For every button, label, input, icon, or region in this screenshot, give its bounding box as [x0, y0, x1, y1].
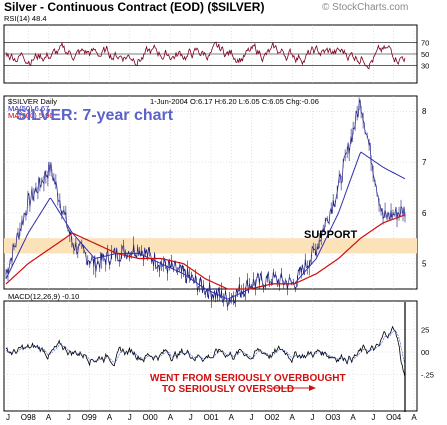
ma200-line [5, 214, 406, 290]
price-tick-label: 5 [422, 260, 427, 269]
x-tick-label: J [311, 413, 315, 422]
x-tick-label: O00 [143, 413, 159, 422]
macd-panel [3, 300, 418, 412]
price-gridlines [4, 96, 417, 289]
x-tick-label: O01 [203, 413, 219, 422]
price-tick-label: 6 [422, 209, 427, 218]
x-tick-label: O98 [21, 413, 37, 422]
support-label: SUPPORT [304, 229, 358, 241]
price-tick-labels: 8 7 6 5 [422, 107, 427, 268]
rsi-tick-label: 30 [421, 62, 429, 71]
rsi-tick-labels: 70 50 30 [421, 38, 429, 70]
x-tick-label: O03 [325, 413, 341, 422]
x-tick-label: J [128, 413, 132, 422]
ma200-label: MA(200) 5.96 [8, 111, 54, 120]
macd-tick-labels: 25 00 -.25 [421, 326, 434, 380]
rsi-line [5, 41, 406, 70]
quote-info: 1-Jun-2004 O:6.17 H:6.20 L:6.05 C:6.05 C… [150, 97, 319, 106]
macd-tick-label: -.25 [421, 371, 434, 380]
macd-tick-label: 25 [421, 326, 429, 335]
x-tick-label: O99 [82, 413, 98, 422]
x-tick-label: O02 [264, 413, 280, 422]
symbol-label: $SILVER Daily [8, 97, 58, 106]
annotation-line-2: TO SERIOUSLY OVERSOLD [162, 384, 295, 395]
annotation-line-1: WENT FROM SERIOUSLY OVERBOUGHT [150, 373, 346, 384]
x-tick-label: O04 [386, 413, 402, 422]
x-tick-label: J [189, 413, 193, 422]
x-tick-label: A [290, 413, 296, 422]
copyright-text: © StockCharts.com [322, 2, 409, 13]
price-tick-label: 7 [422, 158, 427, 167]
x-tick-label: J [6, 413, 10, 422]
x-axis-labels: J O98 A J O99 A J O00 A J O01 A J O02 A J O03 A J O04 A [6, 413, 417, 422]
macd-tick-label: 00 [421, 348, 429, 357]
rsi-tick-label: 70 [421, 38, 429, 47]
x-tick-label: A [46, 413, 52, 422]
ma50-label: MA(50) 6.67 [8, 104, 50, 113]
x-tick-label: A [107, 413, 113, 422]
x-tick-label: J [371, 413, 375, 422]
annotation-arrowhead [309, 385, 316, 391]
price-panel [3, 95, 418, 290]
rsi-gridlines [4, 25, 417, 83]
rsi-tick-label: 50 [421, 50, 429, 59]
price-tick-label: 8 [422, 107, 427, 116]
x-tick-label: J [67, 413, 71, 422]
macd-signal-line [5, 330, 406, 365]
x-tick-label: A [168, 413, 174, 422]
x-tick-label: A [350, 413, 356, 422]
macd-label: MACD(12,26,9) -0.10 [8, 292, 80, 301]
x-tick-label: J [250, 413, 254, 422]
x-tick-label: A [411, 413, 417, 422]
chart-title: Silver - Continuous Contract (EOD) ($SIL… [4, 0, 265, 14]
rsi-label: RSI(14) 48.4 [4, 14, 47, 23]
x-tick-label: A [229, 413, 235, 422]
main-chart-title: SILVER: 7-year chart [16, 107, 174, 124]
price-series-line [5, 99, 406, 308]
